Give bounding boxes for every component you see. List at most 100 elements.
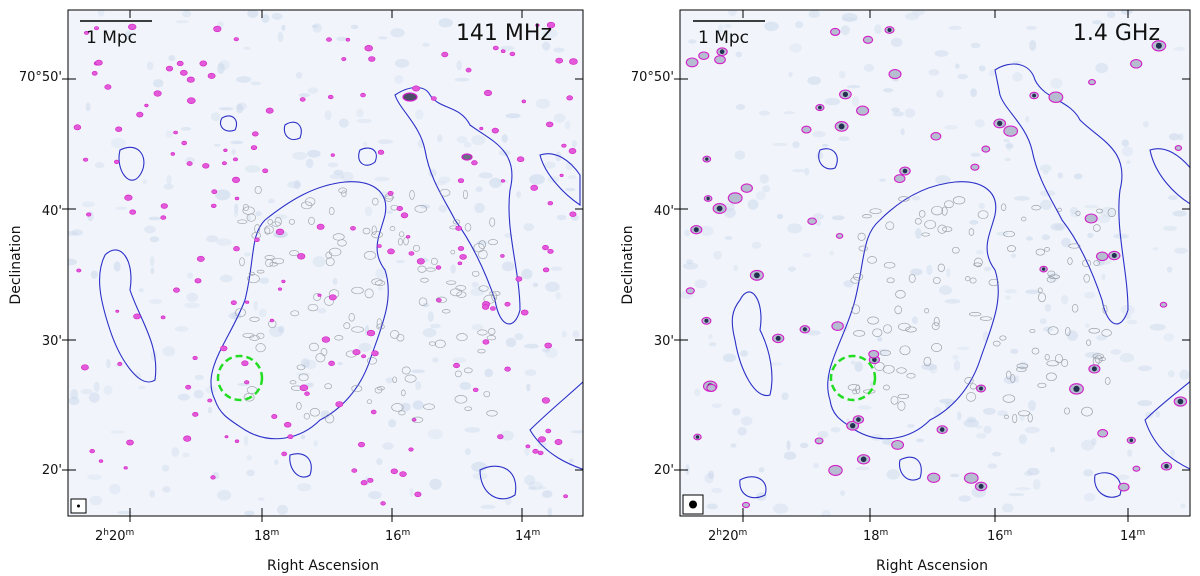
halo-emission: [254, 224, 261, 234]
noise-speckle: [277, 31, 284, 43]
halo-emission: [1082, 259, 1092, 267]
dec-tick-label: 70°50': [19, 70, 62, 85]
halo-emission: [942, 226, 953, 232]
compact-source: [341, 57, 347, 62]
halo-emission: [239, 257, 245, 267]
noise-speckle: [268, 198, 275, 204]
compact-source: [483, 89, 492, 97]
noise-speckle: [514, 333, 524, 341]
compact-source: [497, 434, 504, 440]
noise-speckle: [1173, 46, 1185, 52]
noise-speckle: [146, 61, 154, 71]
source-core: [838, 123, 845, 130]
noise-speckle: [166, 174, 172, 185]
noise-speckle: [1004, 289, 1017, 294]
halo-emission: [308, 216, 315, 225]
compact-source: [277, 287, 282, 291]
noise-speckle: [529, 174, 545, 185]
noise-speckle: [788, 71, 793, 78]
noise-speckle: [992, 451, 1002, 457]
compact-source: [297, 253, 306, 260]
compact-source: [547, 201, 553, 206]
noise-speckle: [572, 330, 580, 338]
noise-speckle: [400, 402, 411, 412]
noise-speckle: [125, 30, 132, 40]
noise-speckle: [890, 37, 903, 48]
halo-emission: [454, 370, 462, 378]
noise-speckle: [1010, 348, 1019, 354]
compact-source: [814, 437, 824, 445]
halo-emission: [398, 410, 406, 416]
compact-source: [377, 149, 385, 155]
compact-source: [275, 228, 285, 236]
noise-speckle: [333, 169, 344, 176]
dec-tick-label: 20': [654, 463, 674, 478]
noise-speckle: [841, 12, 858, 22]
halo-emission: [456, 333, 468, 342]
halo-emission: [874, 361, 885, 371]
noise-speckle: [787, 223, 803, 234]
noise-speckle: [71, 229, 83, 236]
noise-speckle: [396, 260, 405, 264]
noise-speckle: [1004, 157, 1011, 162]
halo-emission: [931, 322, 940, 330]
compact-source: [371, 350, 379, 357]
compact-source: [380, 501, 386, 506]
diffuse-contour: [1094, 472, 1122, 498]
noise-speckle: [970, 152, 981, 157]
halo-emission: [1016, 363, 1029, 369]
bright-source: [402, 92, 418, 102]
dec-tick-label: 30': [42, 334, 62, 349]
noise-speckle: [1167, 195, 1178, 201]
compact-source: [160, 315, 166, 320]
compact-source: [856, 105, 870, 116]
halo-emission: [446, 280, 457, 285]
noise-speckle: [788, 266, 796, 272]
halo-emission: [242, 203, 249, 212]
noise-speckle: [244, 165, 261, 173]
compact-source: [181, 140, 187, 146]
compact-source: [183, 435, 192, 442]
dec-tick-label: 30': [654, 334, 674, 349]
noise-speckle: [148, 216, 161, 221]
source-core: [706, 196, 710, 201]
halo-emission: [1003, 230, 1016, 238]
noise-speckle: [561, 330, 567, 338]
noise-speckle: [388, 419, 396, 428]
compact-source: [685, 287, 695, 295]
noise-speckle: [1096, 334, 1108, 341]
noise-speckle: [1015, 487, 1031, 491]
diffuse-contour: [731, 291, 773, 396]
halo-emission: [478, 240, 486, 249]
compact-source: [554, 438, 563, 445]
noise-speckle: [900, 128, 905, 136]
ra-tick-label: 2h20m: [95, 528, 134, 544]
noise-speckle: [704, 473, 714, 484]
noise-speckle: [138, 288, 144, 293]
halo-emission: [1000, 203, 1007, 211]
halo-emission: [988, 278, 999, 287]
halo-emission: [351, 385, 363, 393]
compact-source: [316, 223, 325, 230]
noise-speckle: [87, 474, 102, 480]
noise-speckle: [553, 47, 565, 53]
halo-emission: [1037, 287, 1043, 294]
halo-emission: [477, 329, 488, 336]
halo-emission: [456, 291, 467, 298]
noise-speckle: [1025, 25, 1037, 30]
compact-source: [173, 130, 178, 135]
compact-source: [207, 72, 216, 79]
noise-speckle: [877, 336, 883, 342]
noise-speckle: [364, 206, 373, 217]
compact-source: [525, 444, 531, 449]
noise-speckle: [886, 469, 900, 480]
compact-source: [479, 126, 484, 131]
noise-speckle: [1050, 78, 1063, 89]
noise-speckle: [740, 416, 753, 426]
noise-speckle: [1039, 164, 1052, 172]
halo-emission: [290, 310, 300, 317]
noise-speckle: [300, 358, 310, 368]
compact-source: [1003, 125, 1019, 137]
noise-speckle: [1172, 210, 1187, 217]
noise-speckle: [1095, 62, 1109, 74]
